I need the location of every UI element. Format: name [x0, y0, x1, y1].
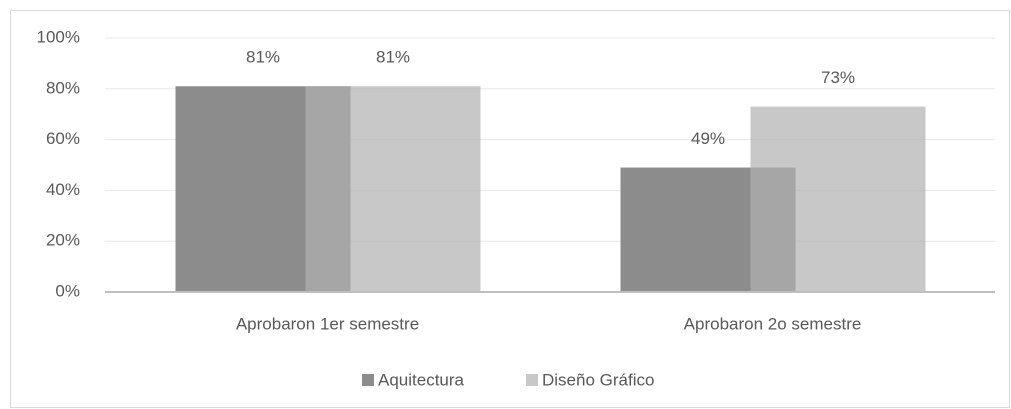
bar [750, 106, 926, 292]
y-tick-label: 20% [46, 231, 80, 250]
legend-swatch [362, 374, 374, 386]
legend-label: Diseño Gráfico [542, 370, 654, 389]
x-tick-label: Aprobaron 2o semestre [684, 314, 862, 333]
legend-swatch [526, 374, 538, 386]
value-label: 49% [691, 129, 725, 148]
value-label: 73% [821, 68, 855, 87]
legend-label: Aquitectura [378, 370, 465, 389]
y-tick-label: 80% [46, 78, 80, 97]
x-tick-label: Aprobaron 1er semestre [236, 314, 419, 333]
y-tick-label: 60% [46, 129, 80, 148]
value-label: 81% [376, 48, 410, 67]
y-tick-label: 40% [46, 180, 80, 199]
y-tick-label: 0% [55, 281, 80, 300]
y-tick-label: 100% [37, 27, 80, 46]
value-label: 81% [246, 48, 280, 67]
bar [305, 86, 481, 292]
